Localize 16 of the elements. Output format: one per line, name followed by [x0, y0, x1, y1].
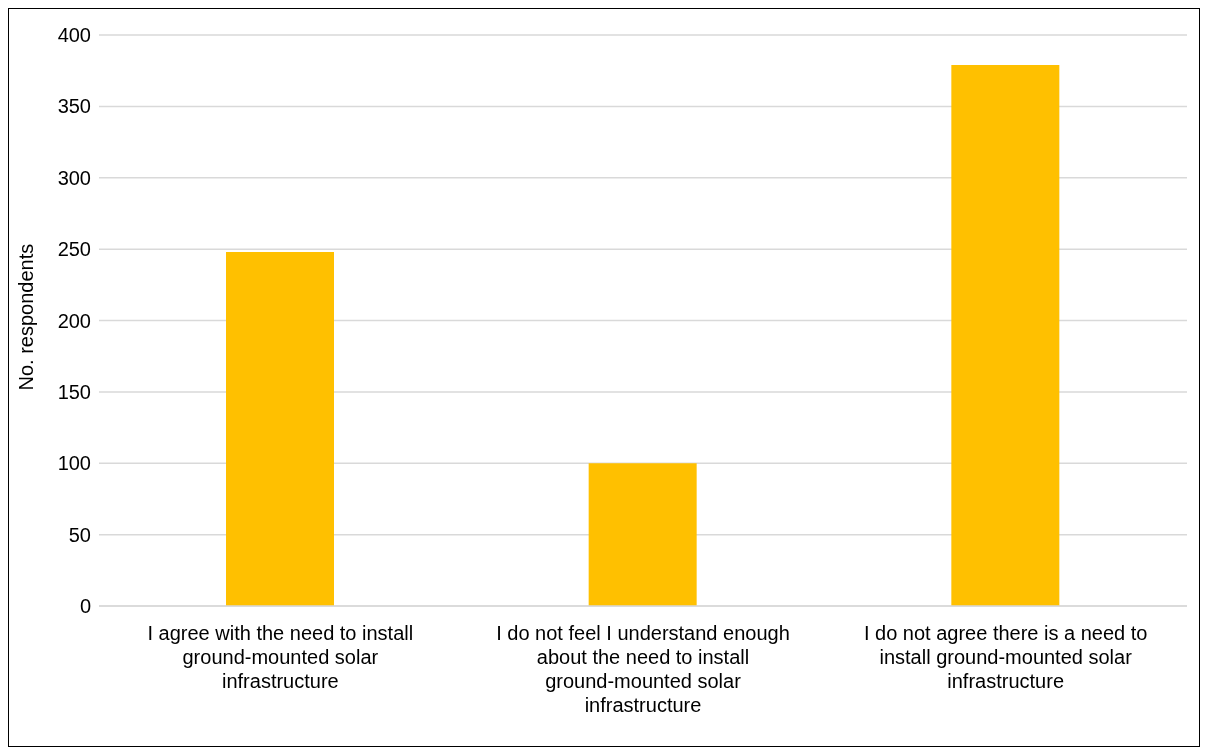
- y-tick-label: 350: [57, 95, 91, 118]
- bar: [951, 64, 1060, 606]
- y-tick-label: 100: [57, 452, 91, 475]
- y-tick-label: 250: [57, 238, 91, 261]
- y-axis-title: No. respondents: [15, 243, 38, 391]
- y-tick-label: 400: [57, 24, 91, 47]
- x-tick-label: I do not agree there is a need to install ground-mounted solar infrastructure: [863, 622, 1148, 692]
- x-tick-label: I agree with the need to install ground-mounted solar infrastructure: [147, 622, 414, 692]
- y-tick-label: 0: [79, 595, 91, 618]
- y-tick-label: 200: [57, 309, 91, 332]
- x-tick-label: I do not feel I understand enough about the need to install ground-mounted solar infrastructure: [496, 622, 790, 716]
- bar: [226, 251, 334, 606]
- y-tick-label: 300: [57, 166, 91, 189]
- bar: [588, 463, 697, 606]
- y-tick-label: 50: [68, 523, 91, 546]
- y-tick-label: 150: [57, 380, 91, 403]
